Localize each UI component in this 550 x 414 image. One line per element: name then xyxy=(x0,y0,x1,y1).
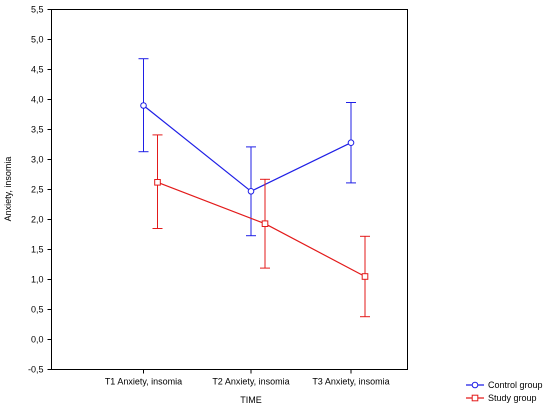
x-axis: T1 Anxiety, insomia T2 Anxiety, insomia T3… xyxy=(105,369,390,387)
series-1 xyxy=(138,58,356,237)
data-point xyxy=(247,188,255,195)
legend-item-1: Control group xyxy=(466,380,543,390)
data-point xyxy=(154,179,161,186)
y-axis: -0,5 0,0 0,5 1,0 1,5 2,0 2,5 3,0 3,5 4,0 4,5 5,0 5,5 xyxy=(28,5,52,375)
series-2 xyxy=(152,134,370,318)
y-tick-label: 2,0 xyxy=(31,215,44,225)
y-tick-label: 4,0 xyxy=(31,95,44,105)
plot-frame xyxy=(51,9,408,370)
y-tick-label: 4,5 xyxy=(31,65,44,75)
legend-marker xyxy=(471,381,479,389)
series-layer xyxy=(138,58,370,318)
y-tick-label: 0,0 xyxy=(31,335,44,345)
legend-marker xyxy=(471,394,479,402)
x-axis-title: TIME xyxy=(240,395,262,405)
y-tick-label: 3,0 xyxy=(31,155,44,165)
y-tick-label: 3,5 xyxy=(31,125,44,135)
y-axis-title: Anxiety, insomia xyxy=(3,157,13,222)
x-tick-label: T3 Anxiety, insomia xyxy=(312,377,389,387)
x-tick-label: T1 Anxiety, insomia xyxy=(105,377,182,387)
y-tick-label: 5,0 xyxy=(31,35,44,45)
legend-item-2: Study group xyxy=(466,393,537,403)
data-point xyxy=(361,273,369,280)
y-tick-label: 2,5 xyxy=(31,185,44,195)
y-tick-label: 0,5 xyxy=(31,305,44,315)
y-tick-label: 1,5 xyxy=(31,245,44,255)
legend-label: Study group xyxy=(488,393,537,403)
y-tick-label: 1,0 xyxy=(31,275,44,285)
data-point xyxy=(347,139,355,146)
x-tick-label: T2 Anxiety, insomia xyxy=(212,377,289,387)
y-tick-label: 5,5 xyxy=(31,5,44,15)
legend-label: Control group xyxy=(488,380,543,390)
legend: Control group Study group xyxy=(466,380,543,403)
data-point xyxy=(261,220,269,227)
data-point xyxy=(140,102,147,109)
y-tick-label: -0,5 xyxy=(28,365,44,375)
